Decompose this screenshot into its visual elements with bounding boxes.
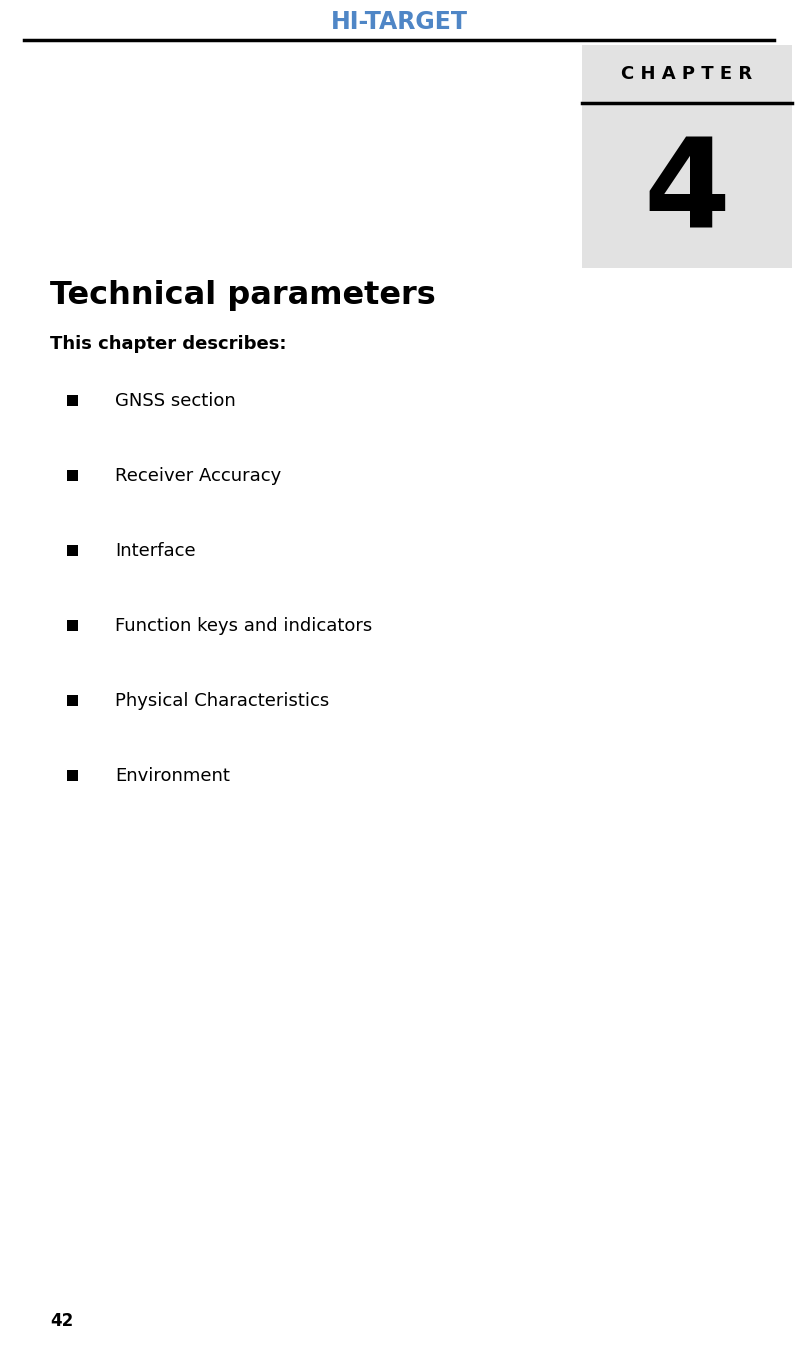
Bar bbox=[67, 471, 78, 481]
Bar bbox=[67, 621, 78, 632]
Text: Receiver Accuracy: Receiver Accuracy bbox=[115, 466, 281, 486]
Text: Interface: Interface bbox=[115, 542, 196, 561]
Bar bbox=[67, 696, 78, 707]
Text: Environment: Environment bbox=[115, 767, 230, 786]
Text: 42: 42 bbox=[50, 1312, 73, 1330]
Text: 4: 4 bbox=[643, 134, 730, 254]
Text: HI-TARGET: HI-TARGET bbox=[330, 10, 468, 34]
Text: Technical parameters: Technical parameters bbox=[50, 280, 436, 311]
Bar bbox=[67, 771, 78, 782]
Text: This chapter describes:: This chapter describes: bbox=[50, 336, 286, 353]
Bar bbox=[67, 546, 78, 557]
Text: GNSS section: GNSS section bbox=[115, 391, 235, 411]
Bar bbox=[582, 45, 792, 267]
Text: Physical Characteristics: Physical Characteristics bbox=[115, 692, 330, 711]
Bar bbox=[67, 396, 78, 406]
Text: Function keys and indicators: Function keys and indicators bbox=[115, 617, 372, 636]
Text: C H A P T E R: C H A P T E R bbox=[622, 65, 753, 83]
